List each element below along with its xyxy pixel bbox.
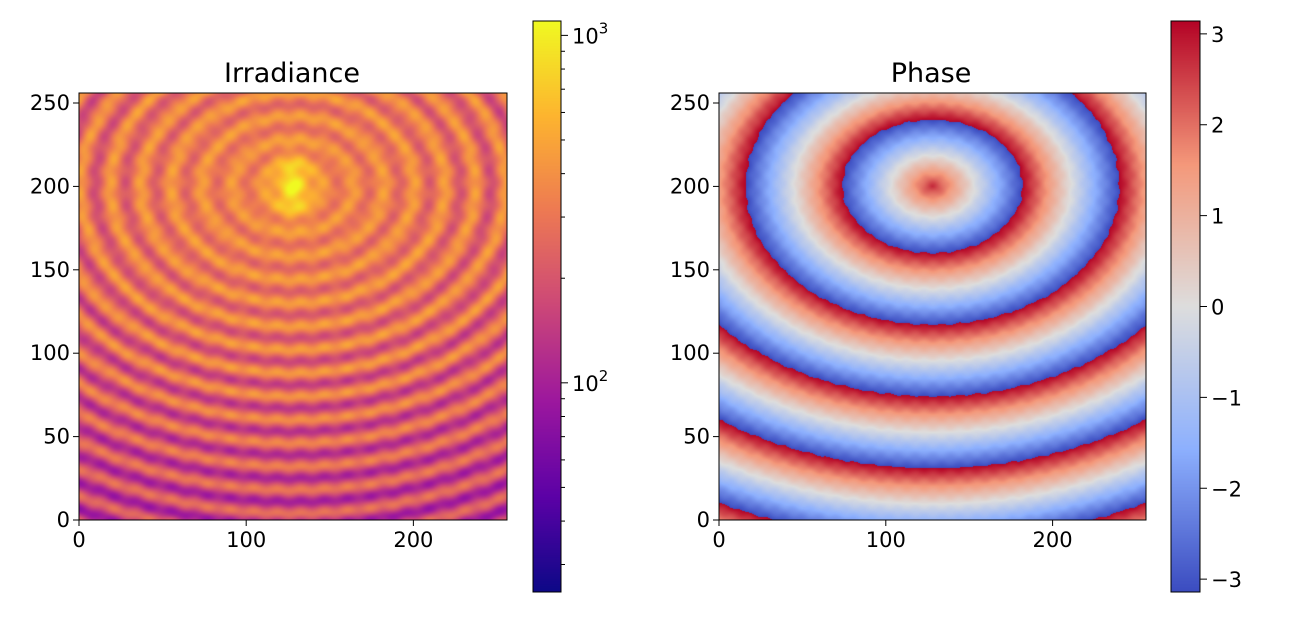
irradiance-ytick-label: 150 <box>30 258 70 282</box>
phase-ytick-label: 100 <box>670 341 710 365</box>
irradiance-xtick-label: 200 <box>393 528 433 552</box>
irradiance-heatmap <box>79 93 507 520</box>
phase-ytick-label: 200 <box>670 174 710 198</box>
phase-colorbar-ticks: 3 2 1 0 −1 −2 −3 <box>1200 23 1242 592</box>
phase-xtick-label: 0 <box>712 528 725 552</box>
irradiance-chart: Irradiance 0 100 200 0 50 100 150 200 250 102 103 <box>30 19 608 593</box>
phase-colorbar-tick-label: 3 <box>1211 23 1224 47</box>
phase-colorbar-tick-label: 0 <box>1211 296 1224 320</box>
phase-heatmap <box>719 93 1146 520</box>
phase-axes: 0 100 200 0 50 100 150 200 250 <box>670 91 1073 552</box>
irradiance-colorbar-ticks: 102 103 <box>561 19 608 565</box>
phase-ytick-label: 150 <box>670 258 710 282</box>
phase-title: Phase <box>891 58 972 89</box>
irradiance-ytick-label: 100 <box>30 341 70 365</box>
phase-colorbar-tick-label: 1 <box>1211 205 1224 229</box>
phase-xtick-label: 200 <box>1033 528 1073 552</box>
irradiance-ytick-label: 0 <box>57 508 70 532</box>
irradiance-xtick-label: 0 <box>72 528 85 552</box>
phase-colorbar-tick-label: −2 <box>1211 477 1242 501</box>
irradiance-ytick-label: 50 <box>43 425 70 449</box>
irradiance-colorbar-tick-label: 103 <box>572 19 608 48</box>
phase-colorbar-tick-label: −3 <box>1211 568 1242 592</box>
irradiance-xtick-label: 100 <box>226 528 266 552</box>
irradiance-colorbar <box>533 21 561 592</box>
irradiance-colorbar-tick-label: 102 <box>572 367 608 396</box>
irradiance-colorbar-frame <box>532 20 562 593</box>
irradiance-title: Irradiance <box>224 58 360 89</box>
phase-colorbar-tick-label: 2 <box>1211 114 1224 138</box>
irradiance-ytick-label: 250 <box>30 91 70 115</box>
irradiance-axes: 0 100 200 0 50 100 150 200 250 <box>30 91 434 552</box>
phase-colorbar-tick-label: −1 <box>1211 386 1242 410</box>
phase-frame <box>718 92 1147 521</box>
irradiance-frame <box>78 92 508 521</box>
phase-chart: Phase 0 100 200 0 50 100 150 200 250 3 2 1 0 −1 −2 −3 <box>670 20 1242 593</box>
phase-ytick-label: 250 <box>670 91 710 115</box>
phase-ytick-label: 50 <box>683 425 710 449</box>
phase-colorbar <box>1171 21 1200 592</box>
irradiance-ytick-label: 200 <box>30 174 70 198</box>
phase-xtick-label: 100 <box>866 528 906 552</box>
phase-ytick-label: 0 <box>697 508 710 532</box>
